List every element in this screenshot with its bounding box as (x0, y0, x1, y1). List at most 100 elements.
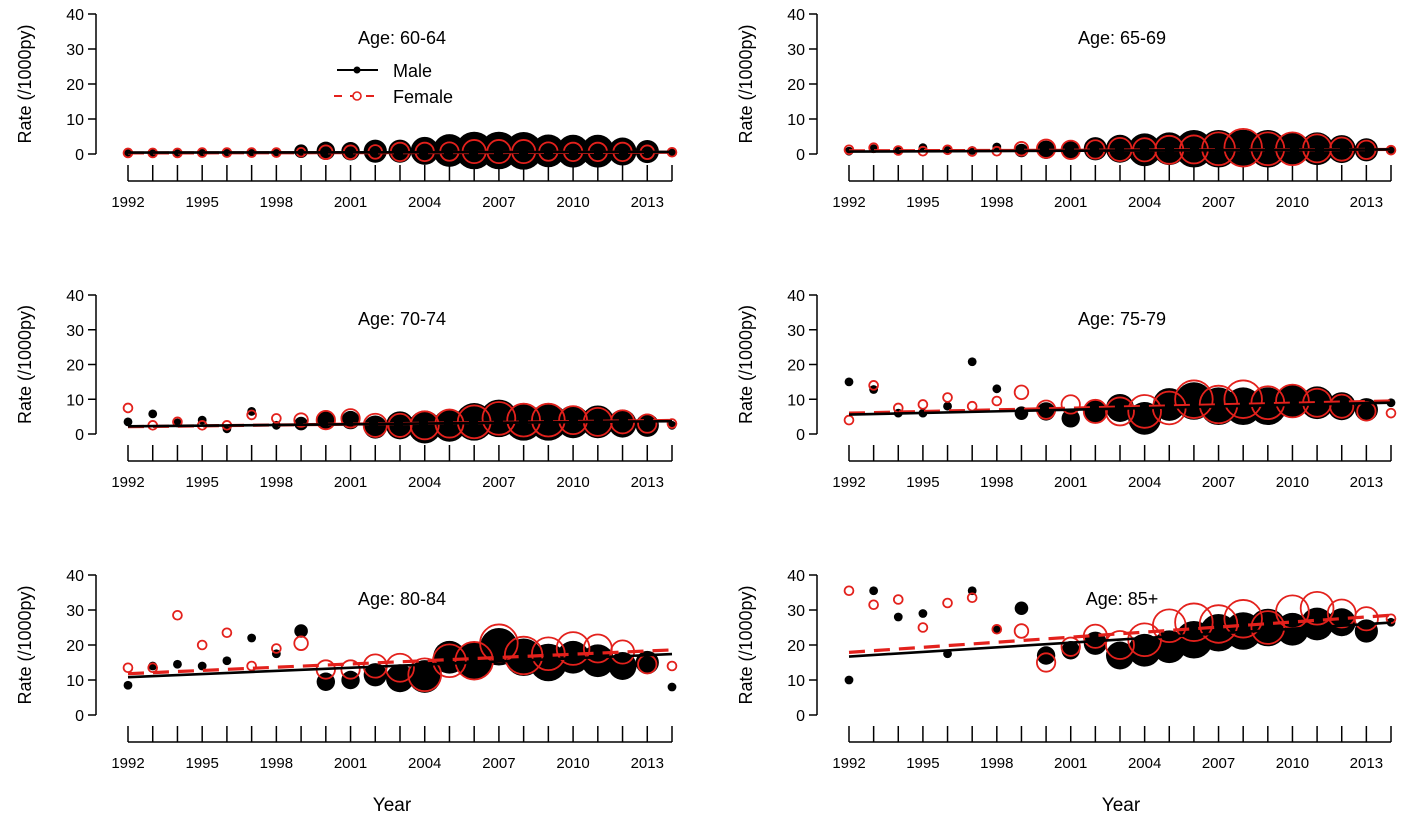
y-tick-label: 10 (787, 112, 805, 129)
y-tick-label: 0 (796, 708, 805, 725)
y-tick-label: 0 (796, 147, 805, 164)
female-trend-line (848, 613, 1392, 654)
x-tick-label: 2001 (1054, 474, 1087, 491)
chart-panel-3: 0 10 20 30 40 Rate (/1000py) 1992 1995 1998 2001 2… (15, 288, 678, 491)
female-point (409, 410, 440, 441)
female-point (1127, 394, 1162, 429)
x-tick-label: 2004 (1128, 474, 1161, 491)
y-tick-label: 40 (66, 288, 84, 305)
male-point (844, 675, 854, 685)
y-axis-title: Rate (/1000py) (736, 24, 756, 143)
male-trend-line (127, 419, 673, 428)
female-point (172, 609, 183, 621)
x-tick-label: 2010 (556, 194, 589, 211)
male-point (992, 384, 1002, 394)
female-point (1223, 379, 1263, 419)
y-tick-label: 20 (66, 358, 84, 375)
male-point (123, 680, 133, 690)
female-point (122, 402, 134, 414)
x-tick-label: 2004 (408, 194, 441, 211)
x-tick-label: 1992 (111, 194, 144, 211)
male-point (363, 415, 387, 439)
male-point (1327, 392, 1356, 421)
male-point (1128, 633, 1162, 667)
female-point (196, 639, 208, 651)
x-tick-label: 1995 (906, 474, 939, 491)
chart-panel-1: 0 10 20 30 40 Rate (/1000py) 1992 1995 1998 2001 2… (15, 7, 678, 211)
male-point (247, 633, 257, 643)
x-tick-label: 1995 (185, 755, 218, 772)
female-trend-line (848, 399, 1392, 415)
x-tick-label: 2013 (631, 755, 664, 772)
x-tick-label: 2007 (1202, 755, 1235, 772)
x-tick-label: 2007 (482, 755, 515, 772)
female-point (868, 380, 879, 391)
female-point (1385, 407, 1397, 419)
female-point (122, 662, 134, 674)
y-axis-title: Rate (/1000py) (15, 585, 35, 704)
x-tick-label: 2007 (1202, 474, 1235, 491)
male-point (918, 609, 928, 618)
male-point (992, 624, 1002, 634)
x-tick-label: 1995 (185, 194, 218, 211)
x-axis-label-left: Year (373, 795, 412, 816)
male-point (1276, 384, 1309, 418)
x-tick-label: 2013 (1350, 194, 1383, 211)
x-tick-label: 2010 (1276, 474, 1309, 491)
y-tick-label: 20 (787, 638, 805, 655)
male-point (1300, 386, 1334, 420)
y-axis-title: Rate (/1000py) (15, 24, 35, 143)
male-point (581, 644, 615, 678)
female-point (843, 414, 855, 426)
male-point (1036, 646, 1056, 665)
y-tick-label: 20 (66, 77, 84, 94)
x-tick-label: 2001 (1054, 194, 1087, 211)
y-axis-title: Rate (/1000py) (736, 305, 756, 424)
x-tick-label: 1998 (980, 755, 1013, 772)
female-point (1198, 604, 1239, 644)
female-point (1223, 127, 1263, 168)
x-tick-label: 2001 (334, 194, 367, 211)
female-point (340, 408, 361, 429)
male-point (1083, 631, 1107, 655)
legend-male-marker (353, 66, 361, 74)
male-point (608, 652, 637, 680)
male-point (1327, 608, 1356, 637)
male-point (408, 660, 442, 693)
x-tick-label: 1992 (832, 194, 865, 211)
x-tick-label: 2013 (631, 474, 664, 491)
y-tick-label: 10 (66, 112, 84, 129)
female-point (1060, 636, 1081, 657)
female-point (481, 401, 517, 436)
female-point (1275, 383, 1310, 419)
panel-title: Age: 85+ (1086, 589, 1159, 609)
female-point (246, 409, 257, 421)
y-tick-label: 40 (66, 568, 84, 585)
female-point (1174, 379, 1214, 419)
male-point (1276, 132, 1309, 165)
female-point (1013, 141, 1030, 157)
x-tick-label: 2007 (482, 474, 515, 491)
x-tick-label: 1995 (185, 474, 218, 491)
male-point (869, 586, 879, 596)
female-point (1013, 623, 1030, 639)
y-tick-label: 0 (75, 147, 84, 164)
female-point (637, 413, 658, 434)
x-axis-label-right: Year (1102, 795, 1141, 816)
x-tick-label: 1992 (832, 474, 865, 491)
female-point (1013, 384, 1030, 401)
female-point (1060, 394, 1081, 415)
chart-panel-4: 0 10 20 30 40 Rate (/1000py) 1992 1995 1998 2001 2… (736, 288, 1397, 491)
y-tick-label: 40 (787, 288, 805, 305)
female-point (147, 662, 159, 674)
chart-panel-5: 0 10 20 30 40 Rate (/1000py) 1992 1995 1998 2001 2… (15, 568, 678, 772)
male-trend-line (127, 652, 673, 679)
male-point (943, 401, 952, 411)
y-axis-title: Rate (/1000py) (15, 305, 35, 424)
male-point (386, 664, 414, 693)
female-point (991, 395, 1003, 407)
female-point (966, 592, 978, 604)
y-tick-label: 20 (787, 358, 805, 375)
y-tick-label: 30 (66, 603, 84, 620)
